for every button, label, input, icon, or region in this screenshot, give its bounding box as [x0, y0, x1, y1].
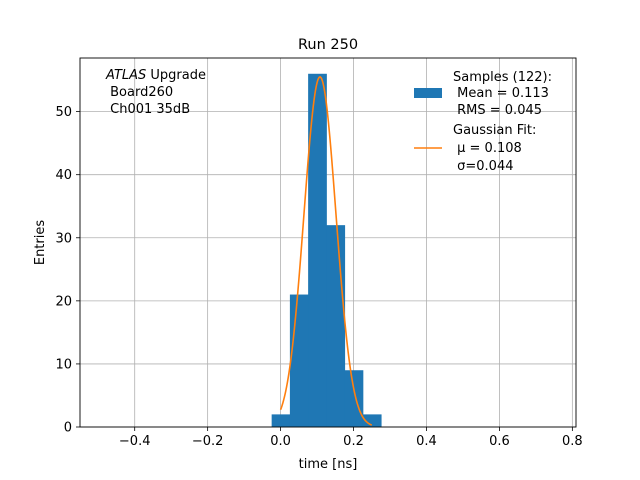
atlas-annotation: ATLAS Upgrade Board260 Ch001 35dB — [105, 68, 206, 117]
gaussian-fit-line — [279, 76, 373, 426]
y-tick-label: 10 — [55, 357, 72, 372]
annotation-channel-text: Ch001 35dB — [106, 102, 190, 117]
legend-samples-swatch — [414, 88, 442, 98]
y-axis-label: Entries — [33, 220, 48, 266]
legend: Samples (122): Mean = 0.113 RMS = 0.045 … — [414, 70, 552, 174]
legend-samples-mean: Mean = 0.113 — [453, 86, 549, 101]
x-tick-label: −0.4 — [119, 434, 151, 449]
y-tick-label: 0 — [64, 421, 72, 436]
y-tick-label: 50 — [55, 105, 72, 120]
histogram-bar — [271, 414, 291, 427]
histogram-bar — [326, 225, 346, 427]
y-tick-label: 20 — [55, 294, 72, 309]
legend-samples-rms: RMS = 0.045 — [453, 103, 542, 118]
y-tick-label: 30 — [55, 231, 72, 246]
x-axis-label: time [ns] — [299, 457, 358, 472]
gaussian-fit-layer — [279, 76, 373, 426]
annotation-line-1: ATLAS Upgrade — [105, 68, 206, 83]
x-tick-label: 0.4 — [416, 434, 437, 449]
histogram-bar — [289, 294, 309, 427]
legend-fit-label: Gaussian Fit: — [453, 123, 536, 138]
x-tick-label: 0.8 — [562, 434, 583, 449]
histogram-bar — [362, 414, 382, 427]
x-tick-label: 0.6 — [489, 434, 510, 449]
legend-samples-label: Samples (122): — [453, 70, 552, 85]
legend-fit-sigma: σ=0.044 — [453, 159, 513, 174]
x-tick-label: −0.2 — [192, 434, 224, 449]
annotation-atlas-text: ATLAS — [105, 68, 146, 83]
histogram-bar — [308, 73, 327, 428]
x-tick-label: 0.2 — [343, 434, 364, 449]
chart-title: Run 250 — [298, 37, 358, 53]
legend-fit-mu: μ = 0.108 — [453, 141, 522, 156]
x-tick-label: 0.0 — [270, 434, 291, 449]
axis-ticks: −0.4 −0.2 0.0 0.2 0.4 0.6 0.8 0 10 20 30 40 50 — [55, 105, 582, 449]
plot-frame — [79, 57, 577, 428]
y-tick-label: 40 — [55, 168, 72, 183]
annotation-upgrade-text: Upgrade — [146, 68, 206, 83]
annotation-board-text: Board260 — [106, 85, 173, 100]
histogram-bar — [344, 370, 364, 427]
